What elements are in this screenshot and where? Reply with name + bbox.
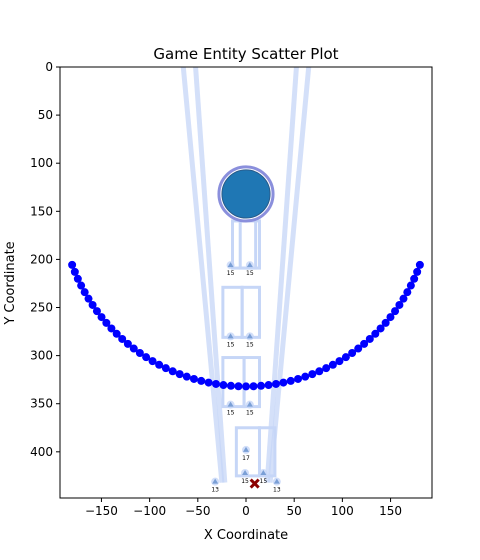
ring-point — [265, 381, 273, 389]
target-marker — [251, 480, 259, 488]
unit-label: 15 — [227, 270, 235, 277]
y-tick-label: 200 — [30, 252, 53, 266]
x-tick-label: 150 — [379, 504, 402, 518]
ring-point — [176, 370, 184, 378]
beam-line — [270, 57, 310, 482]
x-axis-label: X Coordinate — [204, 528, 288, 543]
y-tick-label: 350 — [30, 397, 53, 411]
y-tick-label: 150 — [30, 204, 53, 218]
y-axis-label: Y Coordinate — [3, 241, 18, 325]
ring-point — [315, 367, 323, 375]
ring-point — [68, 261, 76, 269]
y-axis: 0 50 100 150 200 250 300 350 400 — [30, 60, 60, 459]
ring-point — [410, 275, 418, 283]
ring-point — [219, 381, 227, 389]
ring-point — [294, 375, 302, 383]
x-tick-label: 100 — [331, 504, 354, 518]
y-tick-label: 50 — [38, 108, 53, 122]
unit-label: 13 — [211, 487, 219, 494]
unit-label: 15 — [246, 270, 254, 277]
x-tick-label: −100 — [133, 504, 166, 518]
unit-label: 15 — [260, 478, 268, 485]
beam-line — [267, 57, 297, 482]
y-tick-label: 250 — [30, 301, 53, 315]
ring-point — [301, 373, 309, 381]
y-tick-label: 100 — [30, 156, 53, 170]
ring-point — [183, 373, 191, 381]
ring-point — [212, 380, 220, 388]
ring-point — [162, 364, 170, 372]
beam-line — [182, 57, 222, 482]
ring-point — [272, 380, 280, 388]
unit-label: 15 — [227, 410, 235, 417]
zone-rect — [242, 287, 259, 337]
ring-point — [169, 367, 177, 375]
ring-point — [71, 268, 79, 276]
ring-point — [413, 268, 421, 276]
x-tick-label: 50 — [287, 504, 302, 518]
ring-point — [416, 261, 424, 269]
beam-line — [195, 57, 225, 482]
big-circle — [222, 170, 270, 218]
x-axis: −150 −100 −50 0 50 100 150 — [85, 498, 402, 518]
ring-point — [227, 382, 235, 390]
plot-area: 15 15 15 15 15 15 17 15 15 13 13 — [68, 57, 424, 493]
ring-point — [234, 382, 242, 390]
zone-rect — [244, 358, 259, 407]
ring-point — [257, 382, 265, 390]
zone-rect — [233, 221, 256, 268]
y-tick-label: 0 — [45, 60, 53, 74]
unit-label: 15 — [241, 478, 249, 485]
unit-label: 15 — [246, 410, 254, 417]
x-tick-label: 0 — [242, 504, 250, 518]
unit-label: 15 — [246, 341, 254, 348]
ring-point — [190, 375, 198, 383]
zone-rect — [223, 287, 242, 337]
ring-point — [205, 379, 213, 387]
ring-point — [242, 382, 250, 390]
unit-label: 15 — [227, 341, 235, 348]
x-tick-label: −150 — [85, 504, 118, 518]
ring-point — [308, 370, 316, 378]
plot-frame — [60, 67, 432, 498]
chart-title: Game Entity Scatter Plot — [153, 45, 338, 63]
ring-point — [287, 377, 295, 385]
ring-point — [250, 382, 258, 390]
ring-point — [279, 379, 287, 387]
y-tick-label: 400 — [30, 445, 53, 459]
x-tick-label: −50 — [185, 504, 210, 518]
ring-point — [197, 377, 205, 385]
unit-label: 17 — [242, 455, 250, 462]
y-tick-label: 300 — [30, 349, 53, 363]
unit-label: 13 — [273, 487, 281, 494]
